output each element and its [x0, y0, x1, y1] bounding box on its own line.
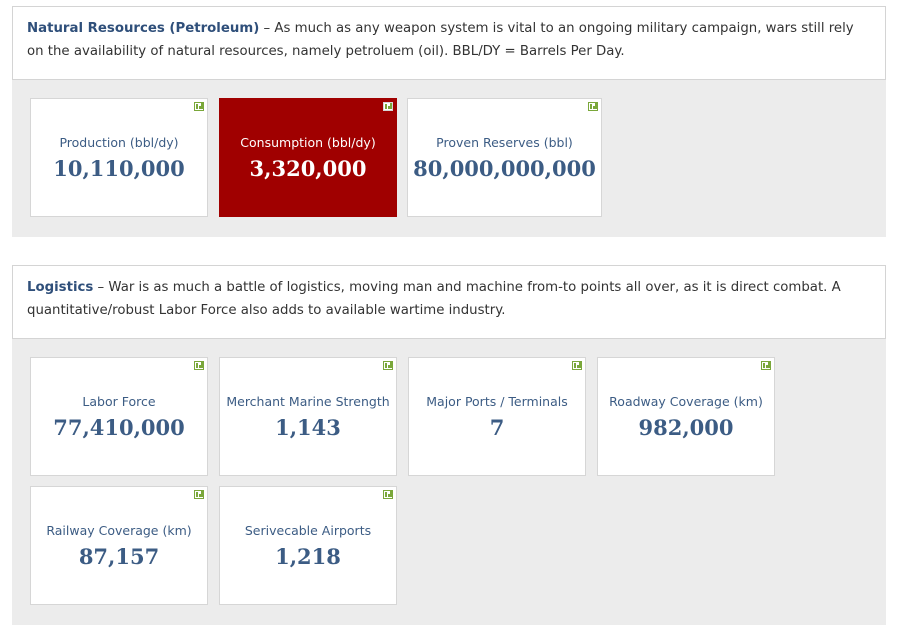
stat-card-roadway-coverage[interactable]: Roadway Coverage (km) 982,000 — [597, 357, 775, 476]
natural-resources-text: Natural Resources (Petroleum) – As much … — [13, 7, 885, 63]
stat-card-merchant-marine[interactable]: Merchant Marine Strength 1,143 — [219, 357, 397, 476]
natural-resources-description: – As much as any weapon system is vital … — [27, 21, 854, 59]
stat-label: Roadway Coverage (km) — [609, 394, 763, 409]
stat-value: 3,320,000 — [249, 156, 367, 181]
natural-resources-title: Natural Resources (Petroleum) — [27, 21, 260, 36]
logistics-text: Logistics – War is as much a battle of l… — [13, 266, 885, 322]
stat-value: 10,110,000 — [53, 156, 185, 181]
stat-card-consumption[interactable]: Consumption (bbl/dy) 3,320,000 — [219, 98, 397, 217]
stat-card-railway-coverage[interactable]: Railway Coverage (km) 87,157 — [30, 486, 208, 605]
logistics-section: Logistics – War is as much a battle of l… — [12, 265, 886, 625]
stat-value: 1,218 — [275, 544, 341, 569]
bar-chart-icon[interactable] — [572, 361, 582, 370]
logistics-title: Logistics — [27, 280, 94, 295]
stat-label: Labor Force — [82, 394, 156, 409]
stat-value: 87,157 — [78, 544, 160, 569]
stat-label: Merchant Marine Strength — [226, 394, 390, 409]
stat-card-proven-reserves[interactable]: Proven Reserves (bbl) 80,000,000,000 — [407, 98, 602, 217]
stat-card-production[interactable]: Production (bbl/dy) 10,110,000 — [30, 98, 208, 217]
stat-card-airports[interactable]: Serivecable Airports 1,218 — [219, 486, 397, 605]
stat-value: 982,000 — [638, 415, 734, 440]
stat-card-major-ports[interactable]: Major Ports / Terminals 7 — [408, 357, 586, 476]
bar-chart-icon[interactable] — [588, 102, 598, 111]
bar-chart-icon[interactable] — [194, 361, 204, 370]
natural-resources-header: Natural Resources (Petroleum) – As much … — [12, 6, 886, 80]
stat-label: Proven Reserves (bbl) — [436, 135, 573, 150]
stat-value: 7 — [489, 415, 505, 440]
logistics-description: – War is as much a battle of logistics, … — [27, 280, 841, 318]
bar-chart-icon[interactable] — [383, 102, 393, 111]
bar-chart-icon[interactable] — [383, 490, 393, 499]
stat-label: Consumption (bbl/dy) — [240, 135, 376, 150]
bar-chart-icon[interactable] — [383, 361, 393, 370]
stat-label: Production (bbl/dy) — [59, 135, 179, 150]
stat-value: 1,143 — [275, 415, 341, 440]
bar-chart-icon[interactable] — [194, 102, 204, 111]
stat-card-labor-force[interactable]: Labor Force 77,410,000 — [30, 357, 208, 476]
stat-value: 80,000,000,000 — [413, 156, 596, 181]
stat-label: Serivecable Airports — [244, 523, 372, 538]
stat-value: 77,410,000 — [53, 415, 185, 440]
stat-label: Major Ports / Terminals — [426, 394, 568, 409]
bar-chart-icon[interactable] — [194, 490, 204, 499]
logistics-header: Logistics – War is as much a battle of l… — [12, 265, 886, 339]
bar-chart-icon[interactable] — [761, 361, 771, 370]
natural-resources-section: Natural Resources (Petroleum) – As much … — [12, 6, 886, 237]
stat-label: Railway Coverage (km) — [46, 523, 192, 538]
